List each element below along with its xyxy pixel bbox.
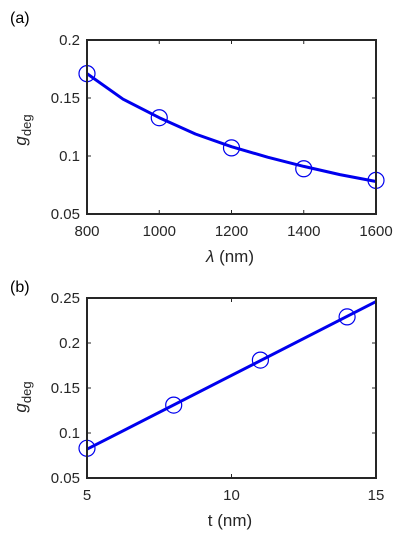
panel-b-y-tick-label: 0.25 <box>51 290 80 307</box>
panel-a-data-point <box>150 109 168 127</box>
panel-a-fit <box>86 72 377 183</box>
panel-a-x-tick-label: 800 <box>74 223 99 240</box>
panel-b-data-point <box>338 308 356 326</box>
panel-b-y-axis-main: g <box>11 403 30 413</box>
panel-a-x-axis-label: λ (nm) <box>205 247 254 266</box>
panel-a-label: (a) <box>10 10 30 27</box>
panel-b-fit <box>86 300 377 451</box>
panel-b-y-tick-label: 0.2 <box>59 335 80 352</box>
panel-b-y-tick-label: 0.15 <box>51 380 80 397</box>
panel-b-x-tick-label: 5 <box>83 487 91 504</box>
panel-b-label: (b) <box>10 279 30 296</box>
panel-a-y-axis-label: gdeg <box>11 114 34 145</box>
panel-a-y-axis-sub: deg <box>19 114 34 136</box>
panel-a: (a) 800 1000 1200 1400 1600 0.05 0.1 0.15 0.2 λ … <box>10 10 393 266</box>
panel-b-x-tick-label: 10 <box>223 487 240 504</box>
panel-b-fit-line <box>86 300 377 451</box>
panel-b-y-tick-label: 0.05 <box>51 470 80 487</box>
panel-a-x-tick-label: 1000 <box>143 223 176 240</box>
panel-a-y-tick-label: 0.15 <box>51 90 80 107</box>
panel-a-x-tick-label: 1400 <box>287 223 320 240</box>
panel-b-data-point <box>251 351 269 369</box>
panel-a-ticks: 800 1000 1200 1400 1600 0.05 0.1 0.15 0.2 <box>51 32 393 240</box>
panel-a-x-axis-symbol: λ <box>205 247 214 266</box>
panel-a-y-tick-label: 0.2 <box>59 32 80 49</box>
panel-a-x-tick-label: 1200 <box>215 223 248 240</box>
panel-b-y-axis-label: gdeg <box>11 381 34 412</box>
panel-a-markers <box>78 65 385 189</box>
panel-a-data-point <box>295 160 313 178</box>
panel-a-x-axis-unit: (nm) <box>214 247 254 266</box>
panel-b-x-axis-unit: t (nm) <box>208 511 252 530</box>
panel-a-fit-line <box>86 72 377 183</box>
panel-a-data-point <box>222 139 241 157</box>
panel-a-y-tick-label: 0.05 <box>51 206 80 223</box>
panel-a-y-tick-label: 0.1 <box>59 148 80 165</box>
panel-b-data-point <box>165 396 183 414</box>
panel-a-y-axis-main: g <box>11 136 30 146</box>
panel-b-axes-frame <box>86 297 377 479</box>
panel-b: (b) 5 10 15 0.05 0.1 0.15 0.2 0.25 t (nm) gdeg <box>10 279 384 530</box>
panel-b-y-tick-label: 0.1 <box>59 425 80 442</box>
panel-b-y-axis-sub: deg <box>19 381 34 403</box>
panel-b-x-tick-label: 15 <box>368 487 385 504</box>
panel-b-ticks: 5 10 15 0.05 0.1 0.15 0.2 0.25 <box>51 290 385 504</box>
panel-a-x-tick-label: 1600 <box>359 223 392 240</box>
panel-b-x-axis-label: t (nm) <box>208 511 252 530</box>
panel-a-axes-frame <box>86 39 377 215</box>
